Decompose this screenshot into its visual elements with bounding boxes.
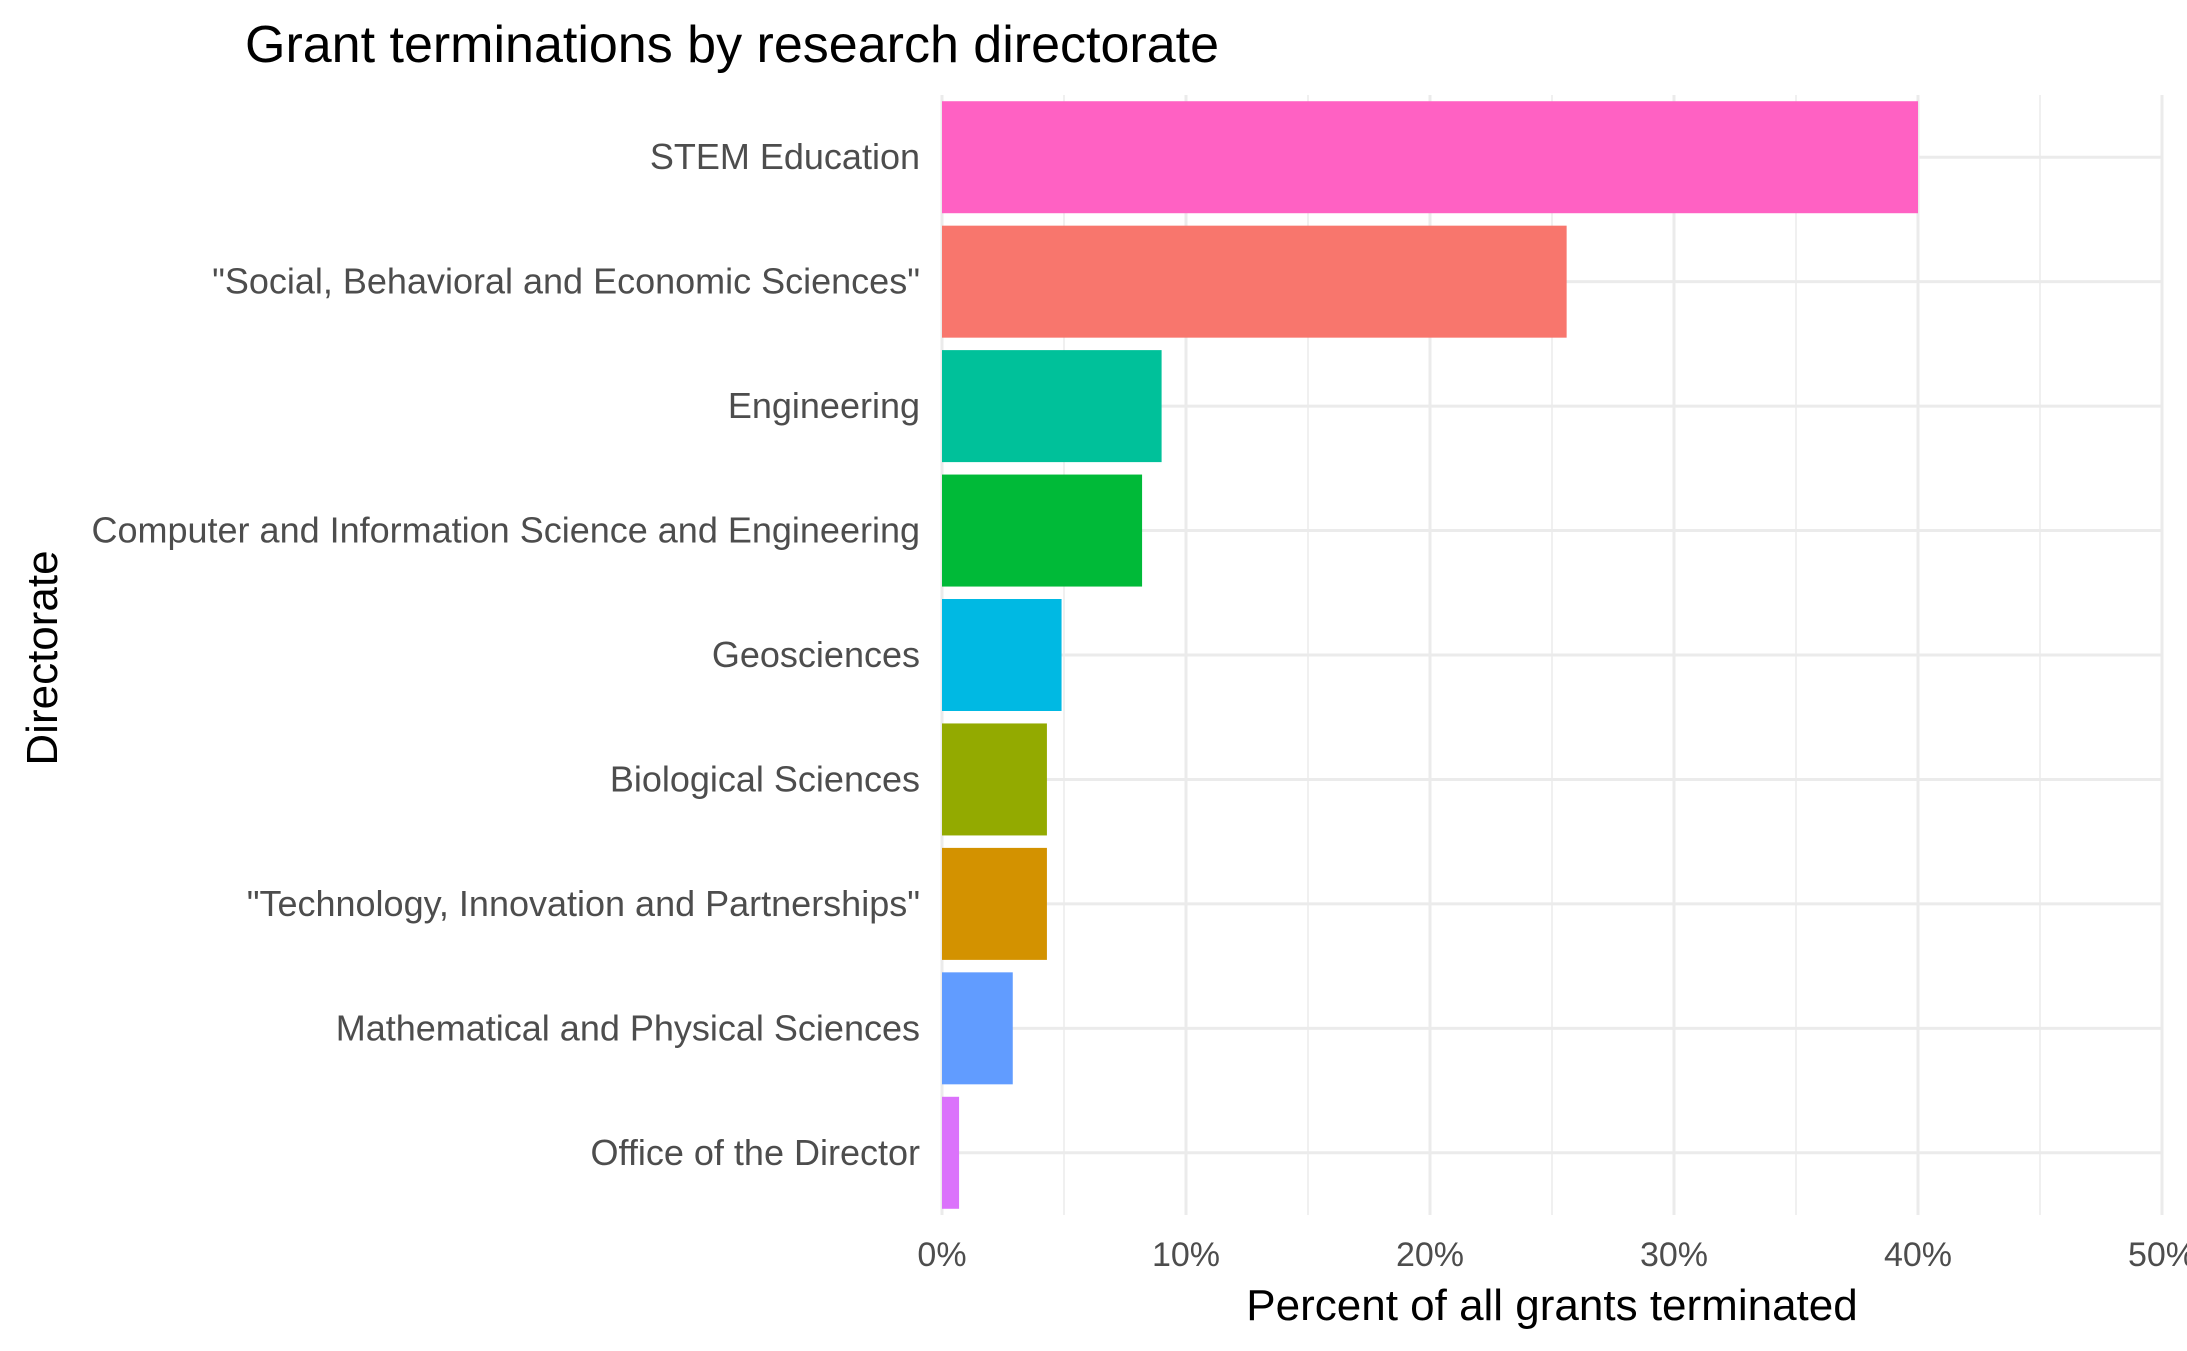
bar [942,1096,960,1209]
y-axis-title: Directorate [18,550,67,765]
x-tick-label: 50% [2128,1236,2187,1274]
x-tick-label: 40% [1884,1236,1952,1274]
bar [942,599,1062,711]
bar [942,225,1567,338]
x-axis-title: Percent of all grants terminated [1246,1281,1857,1330]
x-tick-label: 20% [1396,1236,1464,1274]
bar [942,101,1918,214]
category-label: "Technology, Innovation and Partnerships… [247,883,920,924]
category-label: Biological Sciences [610,758,920,799]
x-tick-labels: 0% 10% 20% 30% 40% 50% [917,1236,2187,1274]
category-label: STEM Education [650,136,920,177]
x-tick-label: 10% [1152,1236,1220,1274]
bar [942,847,1047,960]
x-tick-label: 0% [917,1236,966,1274]
bar [942,474,1143,587]
category-label: "Social, Behavioral and Economic Science… [212,261,920,302]
bar [942,723,1047,836]
category-label: Office of the Director [591,1132,920,1173]
chart-title: Grant terminations by research directora… [245,16,1219,74]
category-label: Computer and Information Science and Eng… [91,510,920,551]
bar [942,972,1013,1085]
category-label: Mathematical and Physical Sciences [336,1007,920,1048]
bars [942,101,1918,1209]
category-labels: STEM Education "Social, Behavioral and Ec… [91,136,920,1173]
x-tick-label: 30% [1640,1236,1708,1274]
category-label: Geosciences [712,634,920,675]
bar [942,350,1162,463]
category-label: Engineering [728,385,920,426]
